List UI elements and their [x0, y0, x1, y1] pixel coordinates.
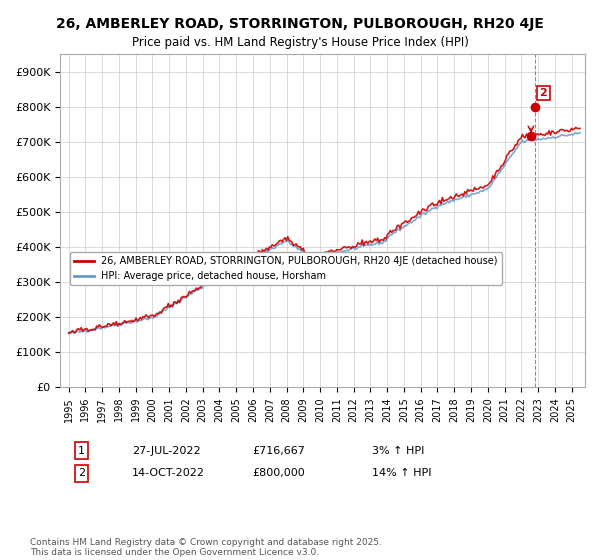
Text: 27-JUL-2022: 27-JUL-2022 [132, 446, 200, 456]
Text: 2: 2 [539, 88, 547, 98]
Text: Contains HM Land Registry data © Crown copyright and database right 2025.
This d: Contains HM Land Registry data © Crown c… [30, 538, 382, 557]
Text: £800,000: £800,000 [252, 468, 305, 478]
Legend: 26, AMBERLEY ROAD, STORRINGTON, PULBOROUGH, RH20 4JE (detached house), HPI: Aver: 26, AMBERLEY ROAD, STORRINGTON, PULBOROU… [70, 252, 502, 285]
Text: Price paid vs. HM Land Registry's House Price Index (HPI): Price paid vs. HM Land Registry's House … [131, 36, 469, 49]
Text: 14% ↑ HPI: 14% ↑ HPI [372, 468, 431, 478]
Text: 1: 1 [78, 446, 85, 456]
Text: 3% ↑ HPI: 3% ↑ HPI [372, 446, 424, 456]
Text: 2: 2 [78, 468, 85, 478]
Text: 14-OCT-2022: 14-OCT-2022 [132, 468, 205, 478]
Text: 26, AMBERLEY ROAD, STORRINGTON, PULBOROUGH, RH20 4JE: 26, AMBERLEY ROAD, STORRINGTON, PULBOROU… [56, 17, 544, 31]
Text: £716,667: £716,667 [252, 446, 305, 456]
